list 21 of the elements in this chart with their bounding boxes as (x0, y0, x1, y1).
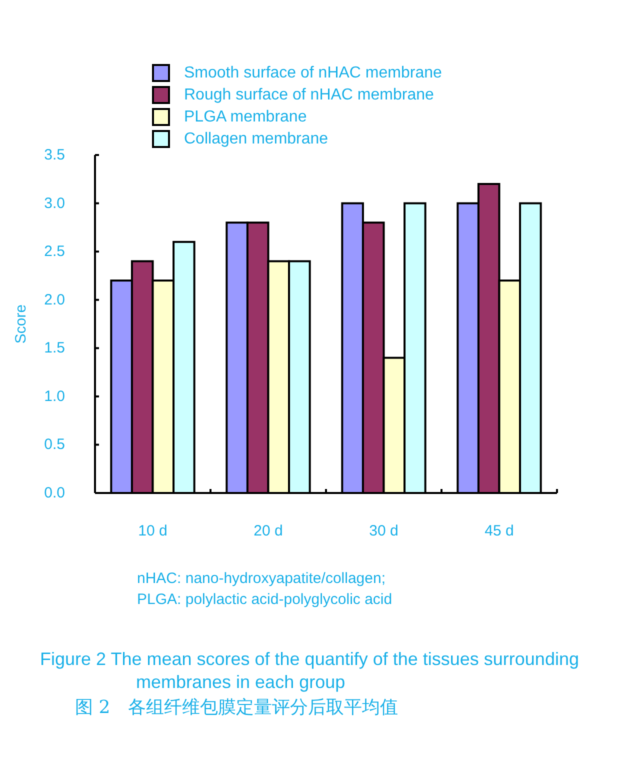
x-tick-label: 30 d (369, 522, 398, 540)
y-tick-label: 3.0 (44, 194, 65, 212)
y-tick-label: 2.5 (44, 243, 65, 260)
text: Figure 2 The mean scores of the quantify of the tissues surrounding membranes in each group (40, 648, 580, 694)
legend-label: Rough surface of nHAC membrane (184, 86, 434, 104)
x-tick-label: 20 d (254, 522, 283, 540)
y-tick-label: 3.5 (44, 146, 65, 164)
y-axis-title: Score (12, 304, 30, 344)
y-tick-label: 0.0 (44, 484, 65, 502)
x-tick-label: 45 d (484, 522, 514, 540)
y-tick-label: 0.5 (44, 436, 65, 454)
text: PLGA: polylactic acid-polyglycolic acid (137, 590, 392, 610)
legend-label: Smooth surface of nHAC membrane (184, 64, 442, 82)
y-tick-label: 1.5 (44, 340, 65, 357)
legend-label: PLGA membrane (184, 108, 307, 126)
text: nHAC: nano-hydroxyapatite/collagen; (137, 569, 386, 589)
y-tick-label: 2.0 (44, 291, 65, 308)
y-tick-label: 1.0 (44, 388, 65, 405)
x-tick-label: 10 d (138, 522, 168, 540)
text: 图 2 各组纤维包膜定量评分后取平均值 (75, 696, 398, 719)
legend-label: Collagen membrane (184, 130, 328, 148)
